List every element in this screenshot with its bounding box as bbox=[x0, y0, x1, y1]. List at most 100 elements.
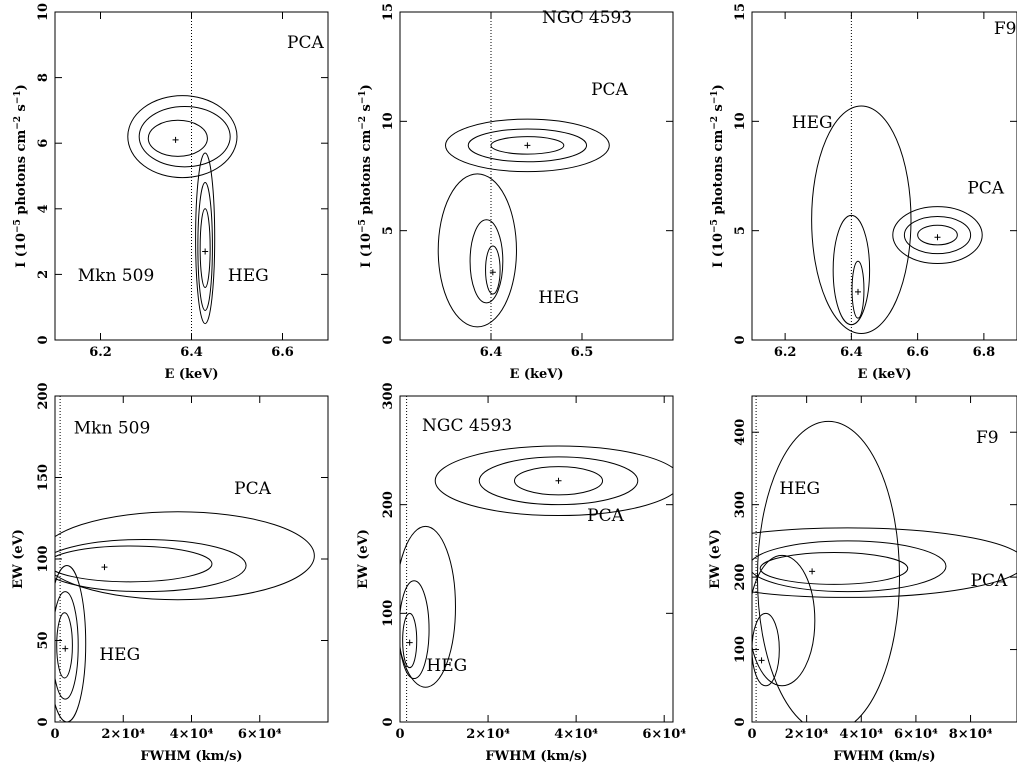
x-axis-title: FWHM (km/s) bbox=[833, 749, 935, 764]
y-tick-label: 0 bbox=[733, 335, 748, 344]
contour-heg-2 bbox=[55, 591, 79, 700]
x-tick-label: 6.2 bbox=[89, 345, 112, 360]
contour-heg-3 bbox=[485, 245, 501, 295]
y-tick-label: 300 bbox=[381, 382, 396, 409]
annotation-label: HEG bbox=[426, 656, 467, 676]
contour-pca-2 bbox=[752, 540, 947, 593]
x-tick-label: 6.6 bbox=[906, 345, 929, 360]
y-tick-label: 100 bbox=[733, 636, 748, 663]
annotation-label: PCA bbox=[591, 80, 628, 100]
contour-heg-1 bbox=[437, 173, 517, 328]
y-tick-label: 100 bbox=[381, 600, 396, 627]
annotation-label: PCA bbox=[234, 479, 271, 499]
contour-pca-1 bbox=[55, 511, 315, 601]
contour-heg-2 bbox=[832, 214, 871, 326]
series-pca bbox=[752, 527, 1017, 598]
y-tick-label: 15 bbox=[381, 3, 396, 21]
contour-heg-2 bbox=[400, 580, 430, 680]
y-tick-label: 8 bbox=[36, 73, 51, 82]
contour-heg-3 bbox=[752, 612, 780, 687]
annotation-label: HEG bbox=[538, 288, 579, 308]
series-heg bbox=[195, 152, 216, 325]
y-tick-label: 0 bbox=[733, 717, 748, 726]
annotation-label: HEG bbox=[779, 479, 820, 499]
x-axis-title: FWHM (km/s) bbox=[485, 749, 587, 764]
contour-pca-1 bbox=[892, 206, 983, 264]
panel-p5: 0 2×10⁴ 4×10⁴ 6×10⁴ 0 100 200 300 FWHM (km/s) EW … bbox=[356, 382, 686, 764]
y-tick-label: 5 bbox=[381, 226, 396, 235]
best-fit-marker-pca bbox=[172, 136, 179, 143]
y-tick-label: 0 bbox=[381, 717, 396, 726]
y-tick-label: 100 bbox=[36, 545, 51, 572]
annotation-label: Mkn 509 bbox=[78, 266, 155, 286]
plot-area bbox=[400, 396, 673, 722]
x-tick-label: 6.4 bbox=[180, 345, 203, 360]
annotation-label: NGC 4593 bbox=[542, 8, 632, 28]
best-fit-marker-pca bbox=[524, 142, 531, 149]
panel-frame bbox=[751, 395, 1017, 723]
best-fit-marker-pca bbox=[809, 568, 816, 575]
best-fit-marker-heg bbox=[62, 645, 69, 652]
contour-pca-2 bbox=[903, 215, 972, 255]
x-axis-title: E (keV) bbox=[857, 367, 911, 382]
x-tick-label: 8×10⁴ bbox=[949, 727, 993, 742]
contour-heg-1 bbox=[811, 105, 912, 334]
panel-p2: 6.4 6.5 0 5 10 15 E (keV) I (10−5 photons cm−2 … bbox=[358, 3, 674, 382]
x-tick-label: 6.5 bbox=[571, 345, 594, 360]
x-tick-label: 6.6 bbox=[271, 345, 294, 360]
annotation-label: HEG bbox=[228, 266, 269, 286]
contour-heg-2 bbox=[752, 554, 816, 687]
contour-pca-3 bbox=[759, 551, 909, 585]
panel-p1: 6.2 6.4 6.6 0 2 4 6 8 10 E (keV) I (10−5 photons c… bbox=[13, 3, 329, 382]
x-tick-label: 6.4 bbox=[840, 345, 863, 360]
annotation-label: PCA bbox=[967, 178, 1004, 198]
y-tick-label: 50 bbox=[36, 631, 51, 649]
y-tick-label: 4 bbox=[36, 204, 51, 213]
panel-frame bbox=[54, 11, 329, 341]
y-axis-title: I (10−5 photons cm−2 s−1) bbox=[358, 84, 374, 268]
series-heg bbox=[55, 565, 87, 722]
series-heg bbox=[811, 105, 912, 334]
contour-pca-3 bbox=[55, 545, 213, 583]
y-tick-label: 10 bbox=[733, 112, 748, 130]
contour-heg-3 bbox=[851, 260, 865, 319]
best-fit-marker-heg bbox=[202, 248, 209, 255]
panel-frame bbox=[399, 11, 674, 341]
plot-area bbox=[55, 396, 315, 722]
annotation-label: HEG bbox=[792, 113, 833, 133]
best-fit-marker-pca bbox=[555, 477, 562, 484]
y-tick-label: 2 bbox=[36, 270, 51, 279]
y-tick-label: 5 bbox=[733, 226, 748, 235]
series-pca bbox=[892, 206, 983, 264]
y-tick-label: 0 bbox=[36, 335, 51, 344]
panel-frame bbox=[751, 11, 1017, 341]
plot-area bbox=[437, 12, 610, 340]
contour-heg-1 bbox=[55, 565, 87, 722]
y-tick-label: 200 bbox=[733, 564, 748, 591]
contour-pca-2 bbox=[478, 456, 639, 506]
panel-frame bbox=[399, 395, 674, 723]
y-axis-title: EW (eV) bbox=[708, 529, 723, 589]
x-axis-title: E (keV) bbox=[509, 367, 563, 382]
y-tick-label: 15 bbox=[733, 3, 748, 21]
annotation-label: HEG bbox=[99, 645, 140, 665]
x-tick-label: 4×10⁴ bbox=[554, 727, 598, 742]
x-tick-label: 6×10⁴ bbox=[238, 727, 282, 742]
x-tick-label: 0 bbox=[747, 727, 756, 742]
contour-pca-2 bbox=[467, 128, 588, 163]
contour-pca-3 bbox=[917, 224, 958, 246]
x-tick-label: 6.2 bbox=[774, 345, 797, 360]
annotation-label: F9 bbox=[976, 428, 999, 448]
best-fit-marker-heg bbox=[758, 657, 765, 664]
panel-p4: 0 2×10⁴ 4×10⁴ 6×10⁴ 0 50 100 150 200 FWHM (km/s) E… bbox=[11, 382, 329, 764]
x-tick-label: 0 bbox=[50, 727, 59, 742]
series-heg bbox=[437, 173, 517, 328]
annotation-label: PCA bbox=[287, 33, 324, 53]
contour-pca-3 bbox=[490, 136, 565, 155]
annotation-label: PCA bbox=[971, 571, 1008, 591]
y-tick-label: 10 bbox=[381, 112, 396, 130]
annotation-label: F9 bbox=[994, 19, 1017, 39]
plot-area bbox=[127, 12, 238, 340]
contour-heg-2 bbox=[469, 219, 504, 304]
contour-pca-3 bbox=[147, 119, 208, 157]
